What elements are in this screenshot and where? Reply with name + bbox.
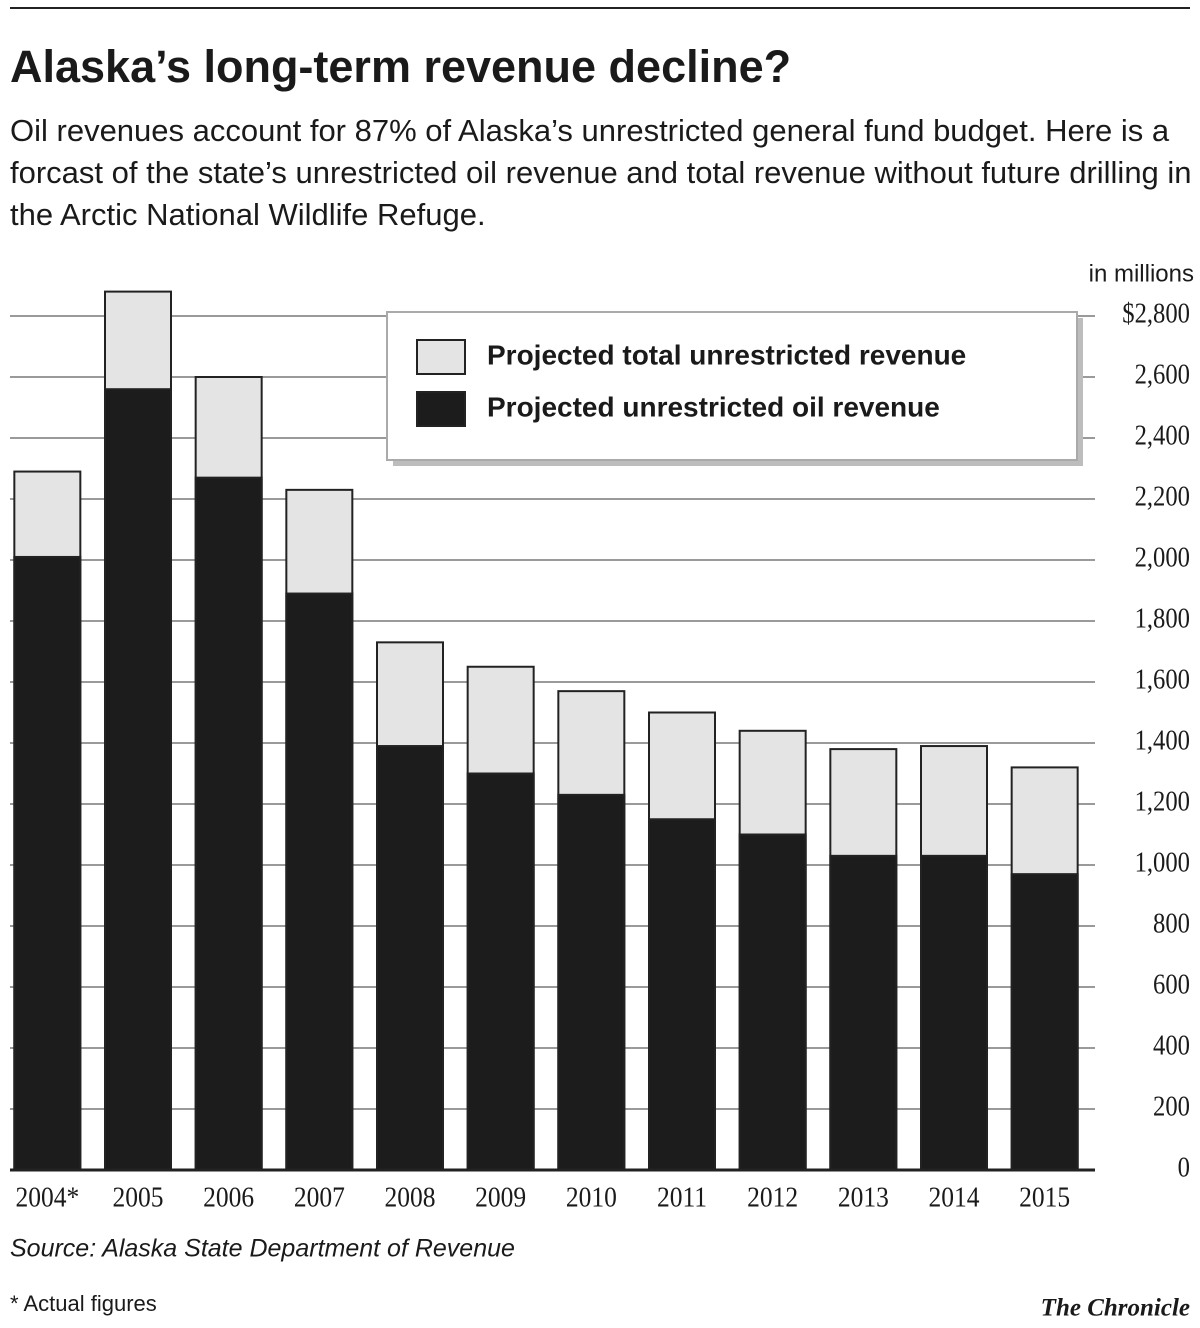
- x-tick-label: 2010: [566, 1181, 617, 1213]
- bar: [1010, 873, 1079, 1172]
- y-tick-label: 2,600: [1135, 359, 1190, 390]
- source: Source: Alaska State Department of Reven…: [10, 1235, 515, 1263]
- y-tick-label: 200: [1153, 1091, 1190, 1122]
- x-tick-label: 2015: [1019, 1181, 1070, 1213]
- x-tick-label: 2004*: [15, 1181, 79, 1213]
- y-tick-label: $2,800: [1122, 298, 1190, 329]
- bar: [13, 555, 82, 1171]
- y-tick-label: 600: [1153, 969, 1190, 1000]
- subtitle: Oil revenues account for 87% of Alaska’s…: [10, 113, 1192, 232]
- x-tick-label: 2008: [384, 1181, 435, 1213]
- credit: The Chronicle: [1041, 1295, 1190, 1322]
- y-tick-label: 2,400: [1135, 420, 1190, 451]
- y-tick-label: 1,000: [1135, 847, 1190, 878]
- x-tick-label: 2014: [928, 1181, 979, 1213]
- y-tick-label: 2,200: [1135, 481, 1190, 512]
- x-tick-label: 2013: [838, 1181, 889, 1213]
- subtitle-line: forcast of the state’s unrestricted oil …: [10, 155, 1192, 190]
- bar: [104, 388, 172, 1171]
- bar: [738, 833, 807, 1171]
- y-tick-label: 1,800: [1135, 603, 1190, 634]
- y-tick-label: 1,600: [1135, 664, 1190, 695]
- x-tick-label: 2006: [203, 1181, 254, 1213]
- bar: [557, 793, 626, 1171]
- footnote: * Actual figures: [10, 1291, 157, 1316]
- bar: [829, 854, 898, 1171]
- y-tick-label: 800: [1153, 908, 1190, 939]
- x-tick-label: 2007: [294, 1181, 345, 1213]
- x-tick-label: 2012: [747, 1181, 798, 1213]
- x-tick-label: 2009: [475, 1181, 526, 1213]
- bar: [285, 592, 354, 1171]
- x-tick-label: 2005: [112, 1181, 163, 1213]
- bar: [920, 854, 988, 1171]
- y-tick-label: 400: [1153, 1030, 1190, 1061]
- legend-swatch: [416, 391, 466, 427]
- x-tick-label: 2011: [657, 1181, 707, 1213]
- y-tick-label: 2,000: [1135, 542, 1190, 573]
- legend-swatch: [416, 339, 466, 375]
- bar: [376, 745, 444, 1171]
- subtitle-line: Oil revenues account for 87% of Alaska’s…: [10, 113, 1170, 148]
- legend-label: Projected unrestricted oil revenue: [487, 391, 940, 422]
- legend-box: [386, 311, 1078, 461]
- y-axis-label: in millions: [1089, 260, 1194, 287]
- y-tick-label: 1,400: [1135, 725, 1190, 756]
- bar: [648, 818, 716, 1171]
- legend-label: Projected total unrestricted revenue: [487, 339, 966, 370]
- y-tick-label: 0: [1178, 1152, 1190, 1183]
- y-tick-label: 1,200: [1135, 786, 1190, 817]
- subtitle-line: the Arctic National Wildlife Refuge.: [10, 197, 486, 232]
- bar: [194, 476, 263, 1171]
- bar: [466, 772, 535, 1171]
- chart-title: Alaska’s long-term revenue decline?: [10, 41, 791, 92]
